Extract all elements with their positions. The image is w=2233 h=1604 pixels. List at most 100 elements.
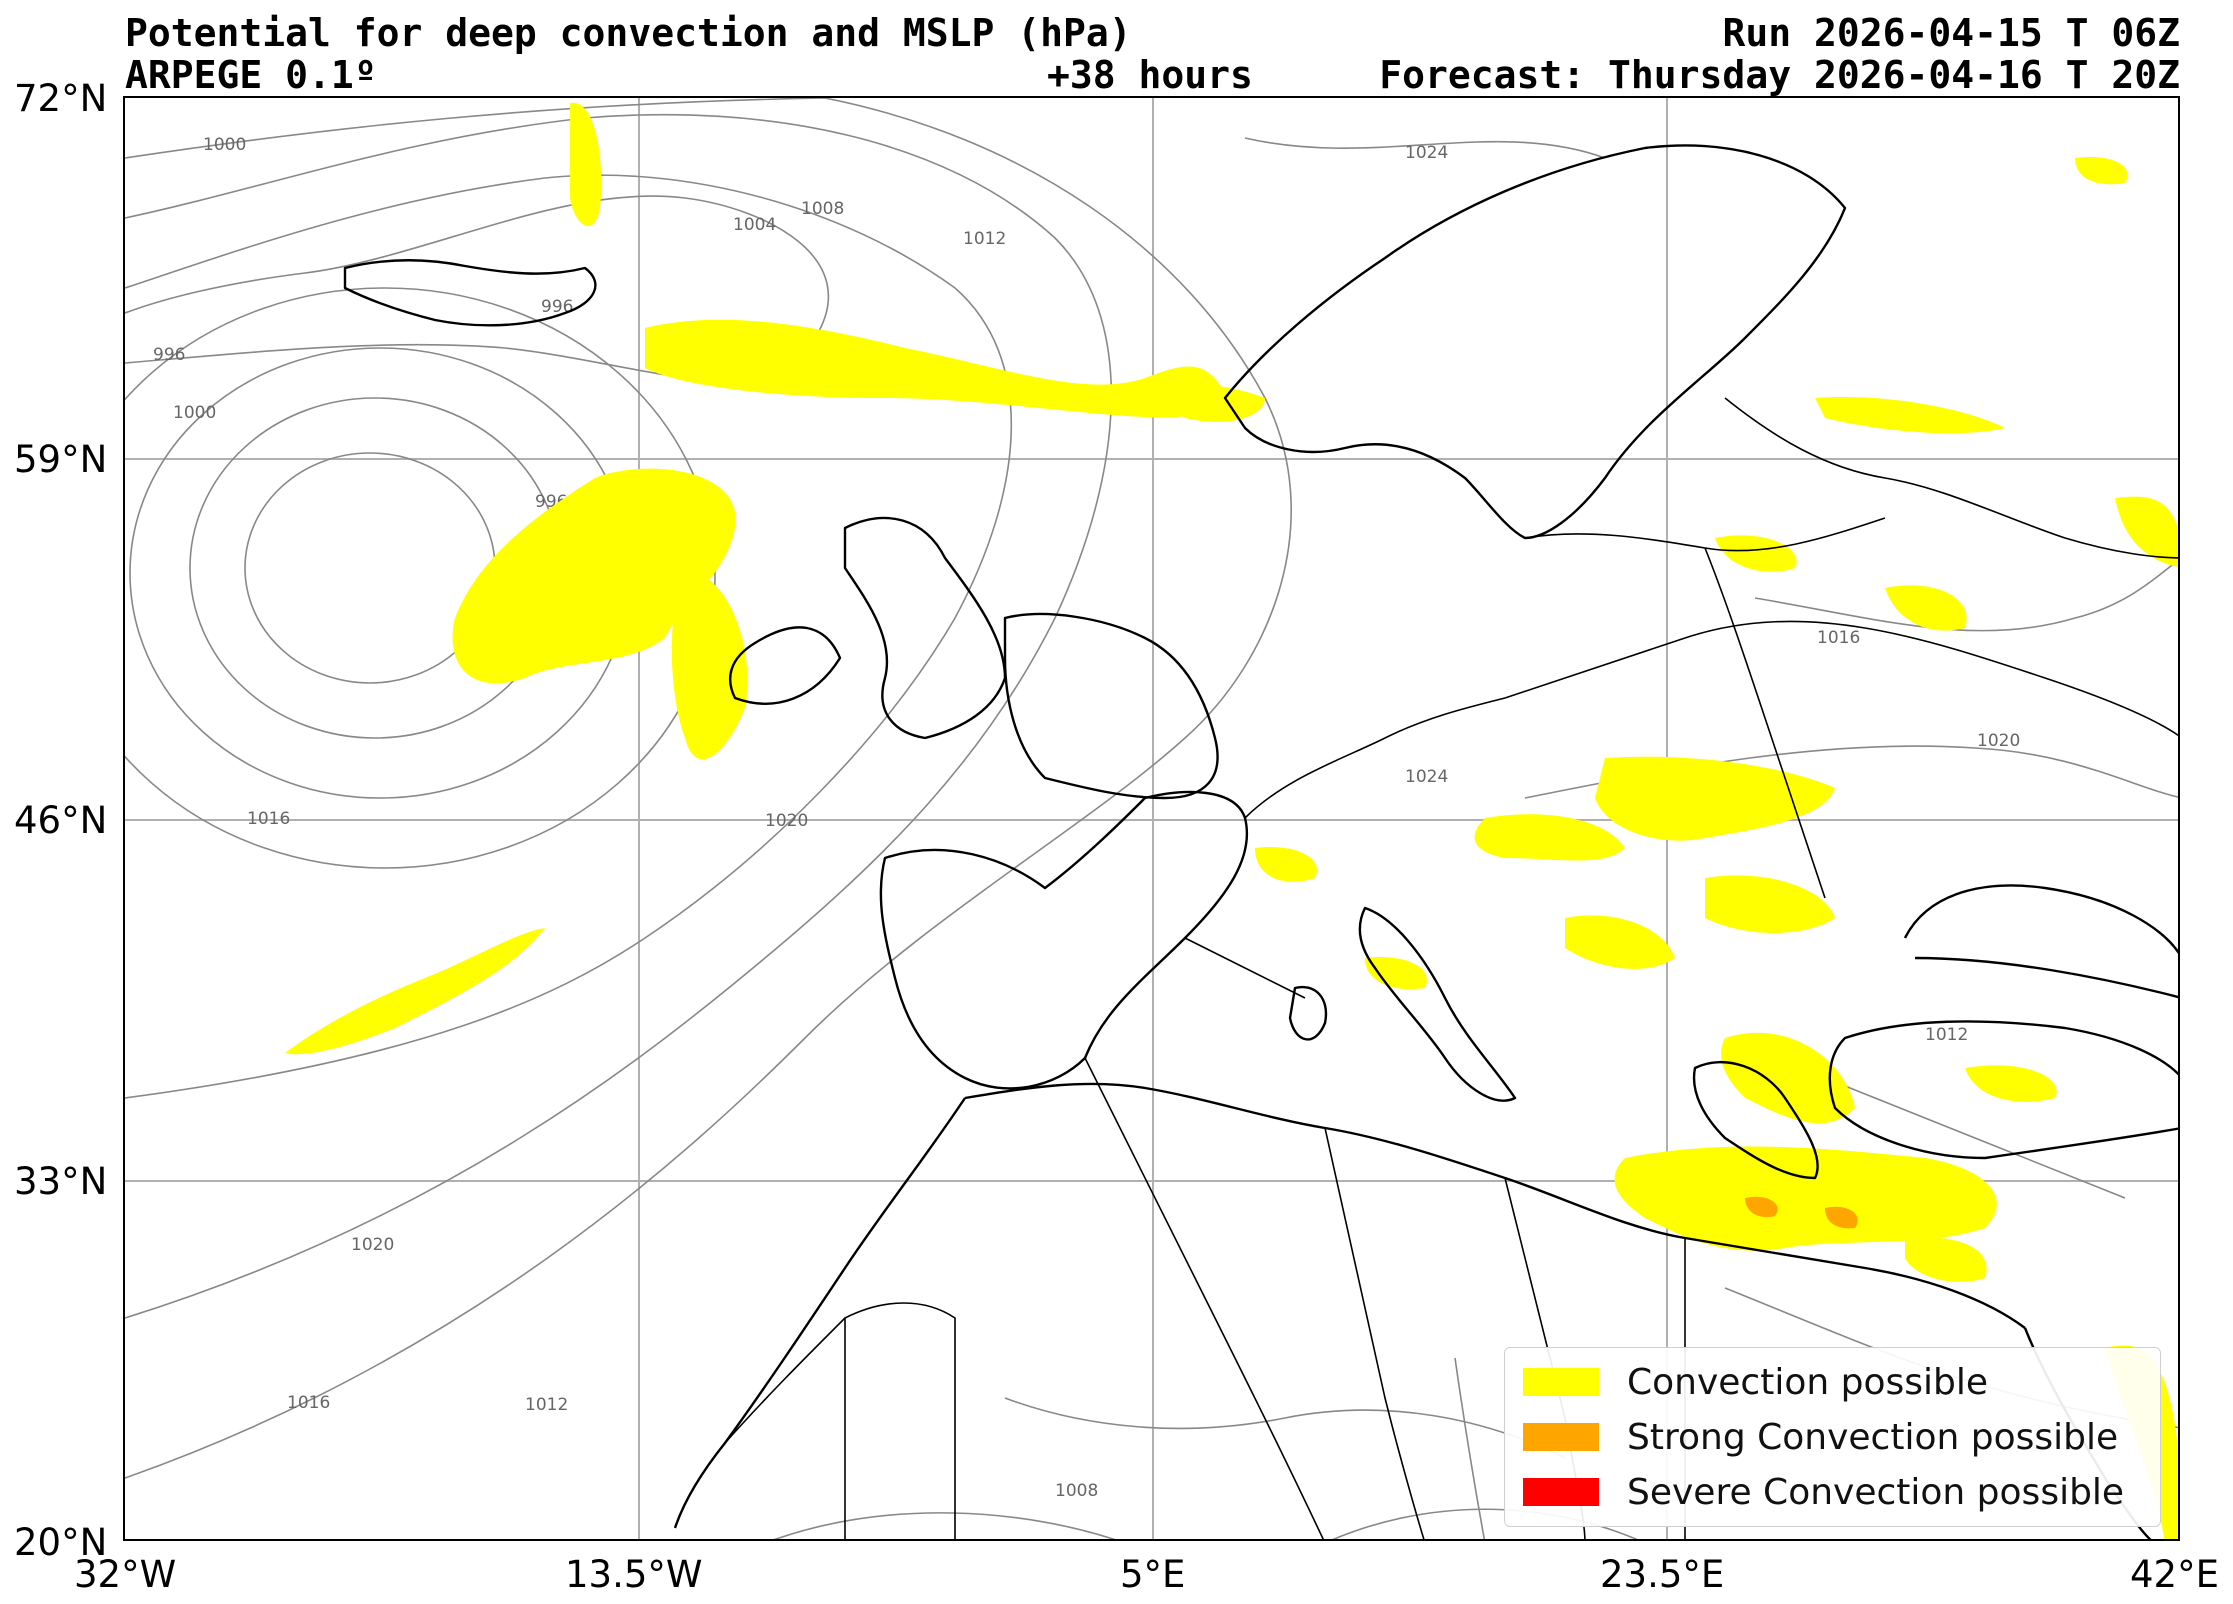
legend: Convection possible Strong Convection po… <box>1504 1347 2161 1527</box>
legend-label: Strong Convection possible <box>1627 1417 2119 1458</box>
forecast-label: Forecast: Thursday 2026-04-16 T 20Z <box>1379 53 2180 97</box>
legend-swatch <box>1523 1423 1599 1451</box>
coast-morocco-atlantic <box>673 1097 966 1529</box>
svg-text:1012: 1012 <box>525 1395 568 1415</box>
legend-swatch <box>1523 1478 1599 1506</box>
coast-iceland <box>343 259 597 327</box>
isobar-line <box>774 1512 1116 1539</box>
svg-text:1020: 1020 <box>765 811 808 831</box>
convection-area <box>1705 875 1835 933</box>
svg-text:1024: 1024 <box>1405 767 1448 787</box>
border <box>1504 620 1866 699</box>
strong-convection-area <box>1745 1196 1778 1218</box>
border <box>1864 627 2178 737</box>
svg-text:1016: 1016 <box>247 809 290 829</box>
isobar-line <box>125 195 830 382</box>
border <box>724 1302 956 1539</box>
convection-area <box>1815 397 2005 434</box>
model-label: ARPEGE 0.1º <box>125 53 377 97</box>
svg-text:1016: 1016 <box>287 1393 330 1413</box>
map-panel[interactable]: 996 996 996 1000 1000 1004 1008 1012 101… <box>123 96 2180 1541</box>
graticule <box>125 98 2178 1539</box>
svg-text:1016: 1016 <box>1817 628 1860 648</box>
convection-area <box>1474 814 1625 861</box>
coast-great-britain <box>843 516 1007 740</box>
coast-turkey <box>1828 1020 2178 1160</box>
lat-label: 72°N <box>14 77 108 120</box>
map-canvas: 996 996 996 1000 1000 1004 1008 1012 101… <box>125 98 2178 1539</box>
isobar-line <box>1244 137 1606 159</box>
convection-area <box>1905 1237 1987 1282</box>
border <box>1704 547 1826 899</box>
convection-area <box>1885 585 1967 631</box>
svg-text:1000: 1000 <box>203 135 246 155</box>
svg-text:1012: 1012 <box>963 229 1006 249</box>
convection-area <box>1255 847 1317 882</box>
border <box>1244 697 1506 819</box>
convection-area <box>671 568 748 760</box>
coast-greece <box>1692 1060 1819 1180</box>
border <box>1324 1127 1425 1539</box>
isobar-line <box>1754 559 2178 632</box>
convection-area <box>1565 915 1675 969</box>
lat-label: 20°N <box>14 1521 108 1564</box>
isobar-line <box>125 113 1113 1319</box>
isobar-line <box>1332 1508 1638 1539</box>
convection-area <box>1721 1032 1855 1124</box>
isobars <box>125 98 2178 1539</box>
svg-text:996: 996 <box>153 345 185 365</box>
svg-text:1008: 1008 <box>1055 1481 1098 1501</box>
strong-convection-area <box>1825 1206 1858 1229</box>
svg-text:1000: 1000 <box>173 403 216 423</box>
svg-text:1020: 1020 <box>1977 731 2020 751</box>
svg-text:1012: 1012 <box>1925 1025 1968 1045</box>
border <box>1084 1057 1324 1539</box>
lon-label: 42°E <box>2130 1553 2219 1596</box>
coast-black-sea-north <box>1903 884 2178 955</box>
convection-area <box>1614 1146 1997 1251</box>
map-title: Potential for deep convection and MSLP (… <box>125 11 1132 55</box>
svg-text:1024: 1024 <box>1405 143 1448 163</box>
svg-text:1008: 1008 <box>801 199 844 219</box>
svg-text:996: 996 <box>541 297 573 317</box>
coastlines <box>343 144 2178 1539</box>
border <box>1524 517 1886 552</box>
lead-time-label: +38 hours <box>1047 53 1253 97</box>
convection-possible-areas <box>285 102 2178 1539</box>
isobar-labels: 996 996 996 1000 1000 1004 1008 1012 101… <box>153 135 2020 1501</box>
coast-iberia <box>879 790 1249 1090</box>
lon-label: 5°E <box>1120 1553 1186 1596</box>
border <box>1724 397 2178 559</box>
isobar-line <box>1454 1357 1486 1539</box>
border <box>1184 937 1306 999</box>
isobar-line <box>125 174 1013 1099</box>
lon-label: 13.5°W <box>565 1553 703 1596</box>
lat-label: 59°N <box>14 438 108 481</box>
isobar-line <box>1004 1397 1566 1459</box>
coast-black-sea-south <box>1914 956 2178 999</box>
svg-text:1020: 1020 <box>351 1235 394 1255</box>
svg-text:1004: 1004 <box>733 215 776 235</box>
convection-area <box>1365 957 1427 990</box>
convection-area <box>1715 535 1797 572</box>
convection-area <box>285 928 545 1055</box>
lat-label: 33°N <box>14 1160 108 1203</box>
isobar-ring <box>125 287 716 869</box>
coast-scandinavia <box>1223 144 1847 540</box>
convection-area <box>452 468 736 684</box>
isobar-line <box>125 98 1292 1479</box>
coast-france <box>1003 612 1219 800</box>
convection-area <box>570 102 602 227</box>
lon-label: 23.5°E <box>1600 1553 1725 1596</box>
coast-sardinia <box>1288 985 1328 1041</box>
convection-area <box>2115 496 2178 568</box>
convection-area <box>1965 1065 2057 1102</box>
legend-label: Severe Convection possible <box>1627 1472 2125 1513</box>
convection-area <box>645 319 1225 418</box>
legend-label: Convection possible <box>1627 1362 1989 1403</box>
strong-convection-areas <box>1745 1196 1858 1229</box>
lat-label: 46°N <box>14 799 108 842</box>
run-label: Run 2026-04-15 T 06Z <box>1722 11 2180 55</box>
lon-label: 32°W <box>74 1553 177 1596</box>
convection-area <box>2075 157 2128 185</box>
